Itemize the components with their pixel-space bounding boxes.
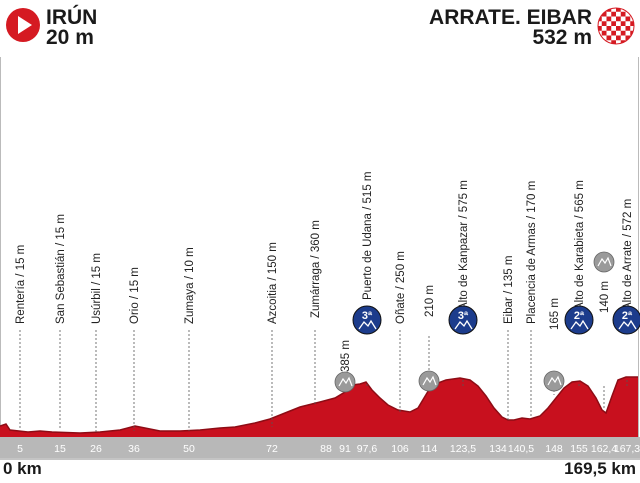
km-mark: 148: [545, 443, 563, 455]
place-label: Placencia de Armas / 170 m: [526, 181, 538, 324]
place-label: Orio / 15 m: [129, 267, 141, 324]
km-axis-band: [0, 437, 640, 458]
km-mark: 140,5: [508, 443, 534, 455]
place-label: Zumaya / 10 m: [184, 247, 196, 324]
km-mark: 88: [320, 443, 332, 455]
place-label: San Sebastián / 15 m: [55, 214, 67, 324]
mountain-icon: [358, 319, 377, 330]
place-label: Oñate / 250 m: [395, 251, 407, 324]
place-label: 385 m: [340, 340, 352, 372]
mountain-icon: [338, 376, 353, 387]
mountain-icon: [618, 319, 637, 330]
km-mark: 134: [489, 443, 507, 455]
frame-right: [638, 57, 639, 437]
mountain-icon: [547, 375, 562, 386]
km-mark: 114: [421, 443, 438, 455]
climb-category-label: 3ª: [458, 310, 469, 322]
mountain-icon: [597, 256, 612, 267]
km-mark: 97,6: [357, 443, 378, 455]
finish-altitude: 532 m: [532, 26, 592, 49]
finish-icon: [597, 7, 635, 45]
km-mark: 15: [54, 443, 66, 455]
axis-start-label: 0 km: [3, 459, 42, 478]
place-label: Azcoitia / 150 m: [267, 242, 279, 324]
climb-category-label: 3ª: [362, 310, 373, 322]
km-mark: 26: [90, 443, 102, 455]
place-label: Alto de Arrate / 572 m: [622, 199, 634, 310]
place-label: Alto de Karabieta / 565 m: [574, 180, 586, 310]
km-mark: 155: [570, 443, 588, 455]
start-name: IRÚN: [46, 6, 98, 29]
finish-name: ARRATE. EIBAR: [429, 6, 592, 29]
mountain-icon: [422, 375, 437, 386]
km-mark: 162,4: [591, 443, 617, 455]
axis-end-label: 169,5 km: [564, 459, 636, 478]
profile-outline: [0, 376, 638, 434]
km-mark: 123,5: [450, 443, 476, 455]
km-mark: 36: [128, 443, 140, 455]
mountain-icon: [570, 319, 589, 330]
place-label: 210 m: [424, 285, 436, 317]
place-label: Alto de Kanpazar / 575 m: [458, 180, 470, 310]
frame-left: [0, 57, 1, 437]
km-mark: 72: [266, 443, 278, 455]
place-label: Usúrbil / 15 m: [91, 253, 103, 324]
start-altitude: 20 m: [46, 26, 94, 49]
place-label: Zumárraga / 360 m: [310, 220, 322, 318]
mountain-icon: [454, 319, 473, 330]
km-mark: 91: [339, 443, 351, 455]
place-label: 165 m: [549, 298, 561, 330]
km-mark: 106: [391, 443, 409, 455]
place-label: Rentería / 15 m: [15, 245, 27, 324]
place-label: Eibar / 135 m: [503, 256, 515, 324]
place-label: Puerto de Udana / 515 m: [362, 172, 374, 301]
climb-category-label: 2ª: [622, 310, 633, 322]
start-icon: [5, 7, 41, 43]
place-label: 140 m: [599, 281, 611, 313]
climb-category-label: 2ª: [574, 310, 585, 322]
km-mark: 50: [183, 443, 195, 455]
km-mark: 5: [17, 443, 23, 455]
km-mark: 167,3: [614, 443, 640, 455]
profile-area: [0, 377, 638, 437]
